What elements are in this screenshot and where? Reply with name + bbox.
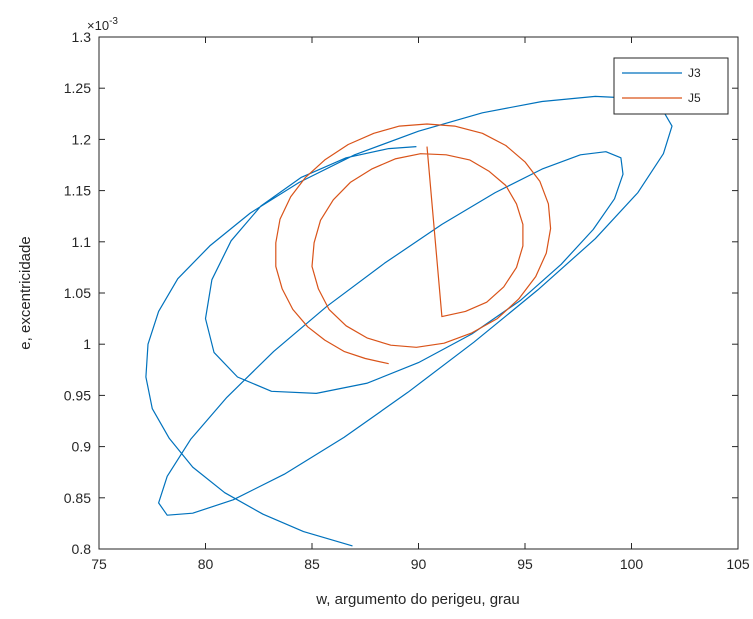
legend-box [613,57,729,115]
y-tick-label: 1.05 [64,285,91,301]
x-tick-label: 85 [304,556,320,572]
y-tick-label: 1 [83,336,91,352]
series-layer [145,95,673,547]
tick-layer: 75 80 85 90 95 100 105 0.8 0.85 0.9 0.95 1 1.05 1.1 1.… [64,29,750,572]
y-multiplier-exp: -3 [109,16,118,27]
y-tick-label: 0.8 [72,541,92,557]
plot-area [99,37,738,549]
x-tick-label: 80 [198,556,214,572]
y-tick-label: 0.9 [72,439,92,455]
y-multiplier-base: ×10 [87,18,109,33]
legend-label-j5: J5 [688,91,701,105]
x-tick-label: 105 [726,556,750,572]
y-axis-label: e, excentricidade [17,236,34,349]
y-tick-label: 1.1 [72,234,92,250]
y-tick-label: 1.25 [64,80,91,96]
legend: J3 J5 [613,57,729,115]
y-tick-label: 1.2 [72,131,92,147]
series-line-j3 [145,95,673,547]
legend-label-j3: J3 [688,66,701,80]
y-tick-label: 1.3 [72,29,92,45]
y-tick-label: 0.85 [64,490,91,506]
y-tick-label: 1.15 [64,183,91,199]
x-axis-label: w, argumento do perigeu, grau [315,591,519,608]
y-multiplier: ×10-3 [87,16,118,33]
x-tick-label: 90 [411,556,427,572]
x-tick-label: 95 [517,556,533,572]
series-line-j5 [275,123,552,365]
x-tick-label: 75 [91,556,107,572]
x-tick-label: 100 [620,556,644,572]
y-tick-label: 0.95 [64,387,91,403]
